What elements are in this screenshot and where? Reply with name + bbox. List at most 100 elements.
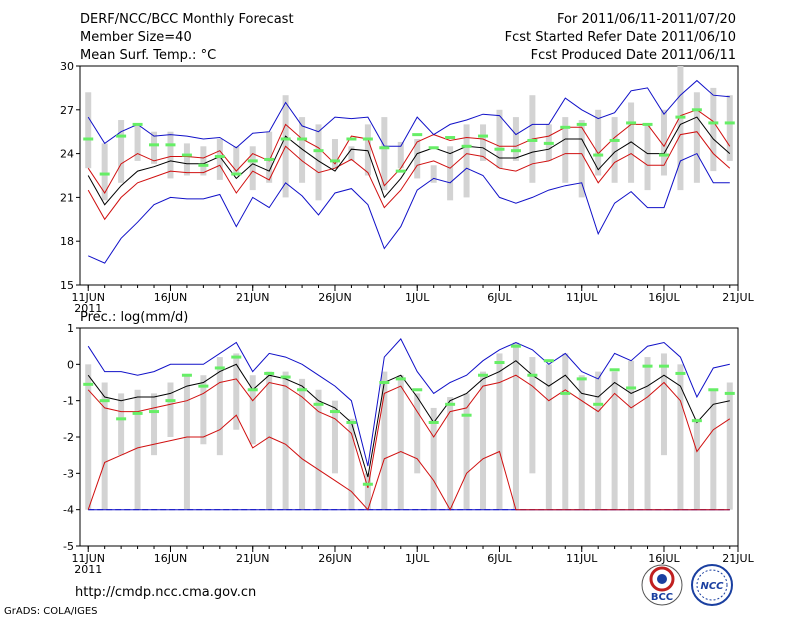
y-tick-label: 15	[60, 279, 74, 292]
series-line-spread-high	[87, 109, 731, 194]
y-tick-label: 18	[60, 235, 74, 248]
ensemble-box-day-16	[331, 139, 338, 169]
y-tick-label: 27	[60, 104, 74, 117]
ensemble-box-day-2	[101, 382, 108, 510]
y-tick-label: 30	[60, 60, 74, 73]
ensemble-box-day-17	[348, 418, 355, 510]
x-tick-label: 6JUL	[487, 291, 512, 304]
series-line-max	[87, 152, 730, 264]
ensemble-box-day-8	[200, 375, 207, 445]
x-tick-label: 11JUL	[566, 552, 598, 565]
series-line-spread-low	[87, 131, 731, 221]
header-produced-date: Fcst Produced Date 2011/06/11	[531, 48, 736, 63]
ensemble-box-day-19	[381, 117, 388, 191]
x-tick-label: 6JUL	[487, 552, 512, 565]
precipitation-panel: -5 -4 -3 -2 -1 0 1 11JUN 16JUN 21JUN 26JUN 1JUL 6JUL…	[63, 322, 755, 576]
ensemble-box-day-40	[726, 382, 733, 510]
x-tick-label: 16JUL	[648, 291, 680, 304]
ensemble-box-day-9	[216, 357, 223, 456]
ensemble-box-day-4	[134, 389, 141, 510]
header-member-size: Member Size=40	[80, 30, 192, 45]
x-tick-label: 11JUN	[71, 552, 105, 565]
ncc-logo-text: NCC	[700, 581, 724, 592]
x-tick-label: 26JUN	[318, 552, 352, 565]
ensemble-box-day-35	[644, 357, 651, 510]
ensemble-box-day-25	[480, 124, 487, 161]
bcc-logo: BCC	[641, 564, 683, 606]
x-tick-label: 1JUL	[405, 552, 430, 565]
header-variable: Mean Surf. Temp.: °C	[80, 48, 216, 63]
ensemble-box-day-3	[118, 393, 125, 456]
x-tick-label: 21JUN	[236, 552, 270, 565]
ensemble-box-day-11	[249, 146, 256, 191]
x-tick-label: 11JUL	[566, 291, 598, 304]
x-tick-label: 26JUN	[318, 291, 352, 304]
ensemble-box-day-19	[381, 371, 388, 510]
ensemble-box-day-33	[611, 371, 618, 510]
ensemble-box-day-18	[364, 473, 371, 510]
x-tick-label: 11JUN	[71, 291, 105, 304]
ensemble-box-day-21	[414, 139, 421, 179]
ensemble-box-day-5	[151, 131, 158, 164]
ensemble-box-day-15	[315, 124, 322, 201]
plot-frame	[79, 65, 739, 286]
ensemble-box-day-6	[167, 131, 174, 179]
ensemble-box-day-11	[249, 375, 256, 445]
ensemble-box-day-1	[85, 364, 92, 510]
x-tick-label: 1JUL	[405, 291, 430, 304]
ensemble-box-day-34	[628, 360, 635, 510]
series-line-spread-low	[87, 414, 730, 511]
x-tick-label: 16JUN	[154, 552, 188, 565]
header-title: DERF/NCC/BCC Monthly Forecast	[80, 12, 294, 27]
header-start-date: Fcst Started Refer Date 2011/06/10	[505, 30, 736, 45]
series-line-mean	[87, 116, 731, 206]
ensemble-box-day-1	[85, 92, 92, 169]
ensemble-box-day-25	[480, 371, 487, 510]
ensemble-box-day-39	[710, 87, 717, 172]
ensemble-box-day-17	[348, 146, 355, 161]
ensemble-box-day-5	[151, 393, 158, 456]
ensemble-box-day-27	[512, 342, 519, 510]
series-line-min	[87, 79, 730, 149]
series-line-max	[87, 338, 730, 467]
ensemble-box-day-4	[134, 124, 141, 161]
plot-frame	[79, 327, 739, 547]
x-year-label: 2011	[74, 302, 102, 315]
ensemble-box-day-14	[299, 378, 306, 510]
ensemble-box-day-2	[101, 143, 108, 201]
ensemble-box-day-35	[644, 124, 651, 191]
ncc-logo: NCC	[691, 564, 733, 606]
header-period: For 2011/06/11-2011/07/20	[557, 12, 736, 27]
ensemble-box-day-30	[562, 353, 569, 510]
y-tick-label: 0	[67, 358, 74, 371]
ensemble-box-day-37	[677, 66, 684, 191]
y-tick-label: 21	[60, 191, 74, 204]
y-tick-label: 1	[67, 322, 74, 335]
bcc-logo-text: BCC	[651, 592, 673, 603]
ensemble-box-day-7	[183, 143, 190, 176]
grads-credit: GrADS: COLA/IGES	[4, 606, 98, 617]
ensemble-box-day-21	[414, 393, 421, 474]
ensemble-box-day-29	[545, 364, 552, 510]
ensemble-box-day-40	[726, 95, 733, 161]
y-tick-label: -4	[63, 504, 74, 517]
x-tick-label: 21JUL	[722, 552, 754, 565]
ensemble-box-day-37	[677, 364, 684, 510]
y-tick-label: 24	[60, 148, 74, 161]
ensemble-box-day-6	[167, 382, 174, 437]
ensemble-box-day-38	[693, 418, 700, 510]
ensemble-box-day-12	[266, 131, 273, 183]
ensemble-box-day-27	[512, 117, 519, 161]
series-line-spread-high	[87, 374, 731, 489]
y-tick-label: -5	[63, 540, 74, 553]
ensemble-box-day-22	[430, 407, 437, 510]
ensemble-box-day-36	[660, 353, 667, 456]
ensemble-box-day-30	[562, 117, 569, 183]
ensemble-box-day-26	[496, 109, 503, 169]
ensemble-box-day-39	[710, 389, 717, 510]
ensemble-box-day-7	[183, 375, 190, 510]
series-line-mean	[87, 360, 730, 478]
ensemble-box-day-23	[447, 397, 454, 510]
ensemble-box-day-10	[233, 353, 240, 430]
